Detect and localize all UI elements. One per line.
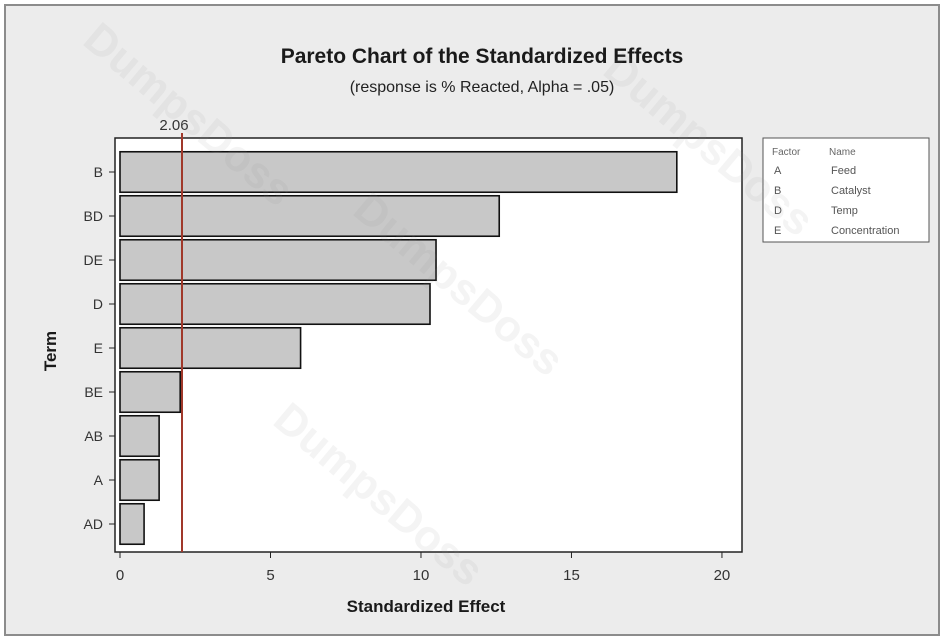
legend-factor: B [774,185,781,197]
bar-a [119,458,160,502]
bar-e [119,326,302,370]
legend-name: Concentration [831,225,900,237]
legend-name: Catalyst [831,185,871,197]
bar-bd [119,194,501,238]
y-tick-label: D [93,296,103,312]
bar-ab [119,414,160,458]
chart-title: Pareto Chart of the Standardized Effects [281,45,684,68]
y-tick-label: AB [84,428,103,444]
bar-d [119,282,431,326]
legend-name: Temp [831,205,858,217]
bar-de [119,238,437,282]
legend-factor: E [774,225,781,237]
x-tick-label: 20 [714,567,731,584]
y-tick-label: A [94,472,104,488]
bar-b [119,150,678,194]
reference-line-label: 2.06 [159,117,188,134]
y-tick-label: BE [84,384,103,400]
y-tick-label: B [94,164,103,180]
legend-header-factor: Factor [772,147,801,158]
x-tick-label: 10 [413,567,430,584]
legend-factor: A [774,165,782,177]
legend-box [762,137,930,243]
x-tick-label: 15 [563,567,580,584]
bar-ad [119,502,145,546]
pareto-chart: Pareto Chart of the Standardized Effects… [41,45,930,616]
y-tick-label: E [94,340,103,356]
x-tick-label: 0 [116,567,124,584]
chart-frame: Pareto Chart of the Standardized Effects… [4,4,940,636]
y-tick-label: DE [84,252,103,268]
y-tick-label: BD [84,208,103,224]
chart-subtitle: (response is % Reacted, Alpha = .05) [350,79,615,96]
x-axis-ticks: 0 5 10 15 20 [116,552,730,584]
x-axis-title: Standardized Effect [347,597,506,616]
y-axis-title: Term [41,331,60,371]
bars-group [119,150,678,546]
bar-be [119,370,181,414]
legend: Factor Name A Feed B Catalyst D Temp E C… [762,137,930,243]
legend-header-name: Name [829,147,856,158]
legend-factor: D [774,205,782,217]
legend-name: Feed [831,165,856,177]
x-tick-label: 5 [266,567,274,584]
y-tick-label: AD [84,516,103,532]
